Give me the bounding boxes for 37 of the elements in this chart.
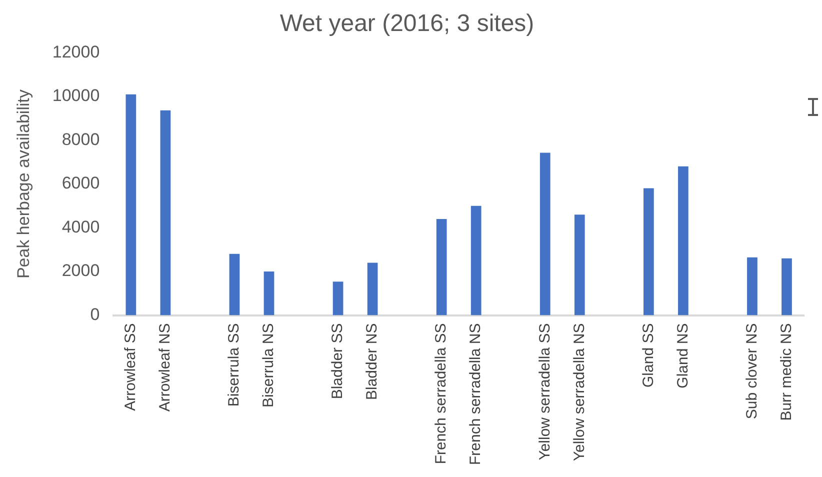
y-tick-label: 0 (90, 304, 100, 324)
bar (367, 262, 378, 316)
x-tick-label: Arrowleaf NS (156, 323, 174, 412)
x-tick-label: Bladder NS (364, 323, 381, 400)
bar (470, 206, 482, 316)
x-tick-label: Gland SS (640, 323, 657, 388)
bar (332, 282, 344, 316)
x-tick-label: Biserrula NS (260, 323, 278, 408)
x-tick-label: French serradella NS (467, 323, 484, 466)
bar (747, 257, 758, 316)
x-tick-label: Arrowleaf SS (122, 323, 140, 411)
bar (574, 214, 585, 316)
bar (229, 254, 240, 316)
y-tick-label: 2000 (62, 261, 100, 280)
x-tick-label: Burr medic NS (778, 323, 795, 421)
y-tick-label: 4000 (62, 217, 100, 236)
y-tick-label: 10000 (52, 86, 100, 106)
y-tick-label: 6000 (62, 174, 100, 193)
bar (782, 258, 792, 316)
x-tick-label: Sub clover NS (743, 323, 760, 420)
y-axis-title: Peak herbage availability (14, 89, 33, 279)
x-tick-label: Biserrula SS (226, 323, 243, 407)
x-tick-label: Gland NS (674, 323, 692, 388)
bar (436, 219, 447, 316)
x-tick-label: Yellow serradella SS (536, 323, 554, 460)
bar (264, 272, 274, 316)
bar (644, 188, 654, 316)
x-tick-label: Bladder SS (329, 323, 346, 400)
x-tick-label: Yellow serradella NS (570, 323, 588, 462)
x-tick-label: French serradella SS (432, 323, 450, 464)
bar (678, 166, 688, 316)
chart-title: Wet year (2016; 3 sites) (280, 10, 534, 38)
bar (540, 152, 550, 316)
bar (160, 110, 171, 316)
y-tick-label: 8000 (62, 130, 100, 149)
bar (126, 94, 136, 316)
y-tick-label: 12000 (52, 42, 100, 62)
